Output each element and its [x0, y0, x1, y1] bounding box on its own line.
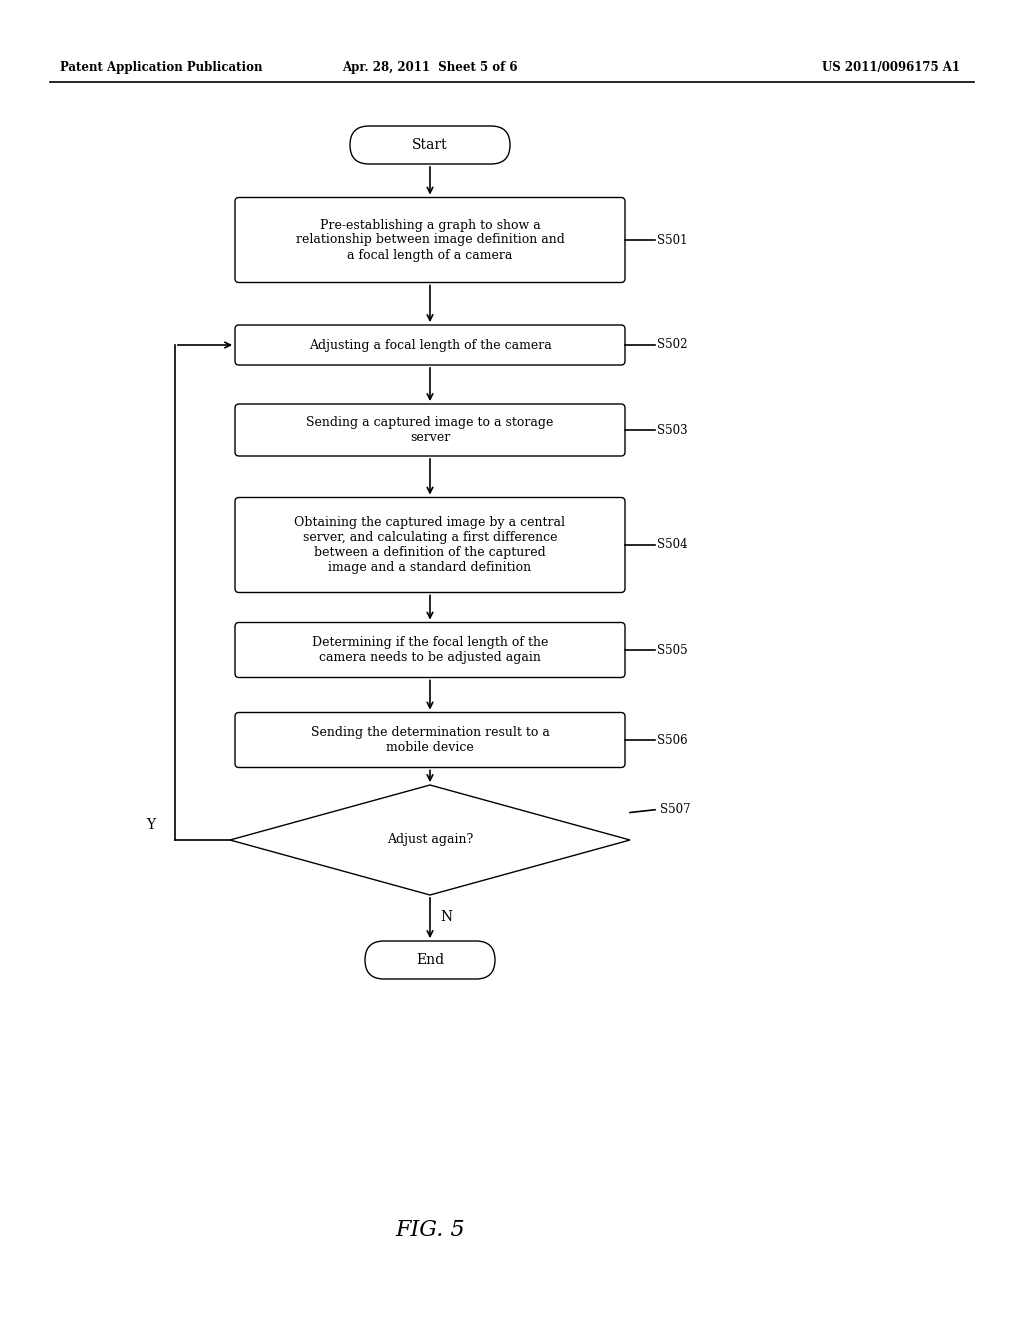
FancyBboxPatch shape — [234, 198, 625, 282]
Text: Start: Start — [413, 139, 447, 152]
Text: Patent Application Publication: Patent Application Publication — [60, 62, 262, 74]
Text: Sending the determination result to a
mobile device: Sending the determination result to a mo… — [310, 726, 550, 754]
Text: S501: S501 — [657, 234, 687, 247]
Text: S504: S504 — [657, 539, 688, 552]
FancyBboxPatch shape — [234, 713, 625, 767]
Text: FIG. 5: FIG. 5 — [395, 1218, 465, 1241]
FancyBboxPatch shape — [234, 325, 625, 366]
Polygon shape — [230, 785, 630, 895]
Text: S506: S506 — [657, 734, 688, 747]
Text: US 2011/0096175 A1: US 2011/0096175 A1 — [822, 62, 961, 74]
Text: S505: S505 — [657, 644, 688, 656]
Text: S507: S507 — [660, 804, 690, 816]
Text: Obtaining the captured image by a central
server, and calculating a first differ: Obtaining the captured image by a centra… — [295, 516, 565, 574]
Text: S503: S503 — [657, 424, 688, 437]
Text: Determining if the focal length of the
camera needs to be adjusted again: Determining if the focal length of the c… — [312, 636, 548, 664]
Text: Adjusting a focal length of the camera: Adjusting a focal length of the camera — [308, 338, 551, 351]
Text: End: End — [416, 953, 444, 968]
Text: Apr. 28, 2011  Sheet 5 of 6: Apr. 28, 2011 Sheet 5 of 6 — [342, 62, 518, 74]
Text: Adjust again?: Adjust again? — [387, 833, 473, 846]
FancyBboxPatch shape — [365, 941, 495, 979]
FancyBboxPatch shape — [234, 498, 625, 593]
Text: Pre-establishing a graph to show a
relationship between image definition and
a f: Pre-establishing a graph to show a relat… — [296, 219, 564, 261]
FancyBboxPatch shape — [234, 404, 625, 455]
Text: N: N — [440, 909, 453, 924]
Text: S502: S502 — [657, 338, 687, 351]
FancyBboxPatch shape — [350, 125, 510, 164]
Text: Sending a captured image to a storage
server: Sending a captured image to a storage se… — [306, 416, 554, 444]
FancyBboxPatch shape — [234, 623, 625, 677]
Text: Y: Y — [145, 818, 155, 832]
